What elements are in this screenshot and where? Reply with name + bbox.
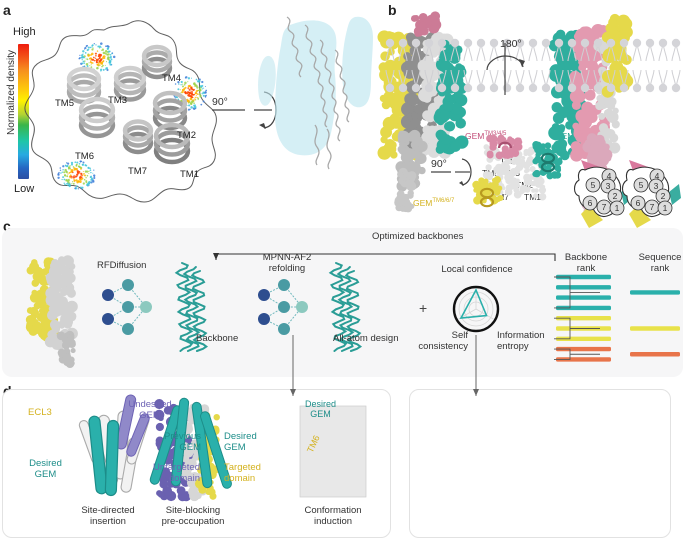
svg-text:2: 2	[613, 191, 618, 201]
svg-text:5: 5	[591, 180, 596, 190]
svg-text:1: 1	[663, 203, 668, 213]
svg-text:6: 6	[588, 198, 593, 208]
svg-text:7: 7	[602, 202, 607, 212]
svg-text:90°: 90°	[431, 158, 447, 170]
svg-text:180°: 180°	[500, 38, 522, 50]
svg-text:3: 3	[606, 181, 611, 191]
svg-text:2: 2	[661, 191, 666, 201]
svg-text:7: 7	[650, 202, 655, 212]
svg-text:6: 6	[636, 198, 641, 208]
svg-text:3: 3	[654, 181, 659, 191]
svg-text:1: 1	[615, 203, 620, 213]
svg-text:5: 5	[639, 180, 644, 190]
